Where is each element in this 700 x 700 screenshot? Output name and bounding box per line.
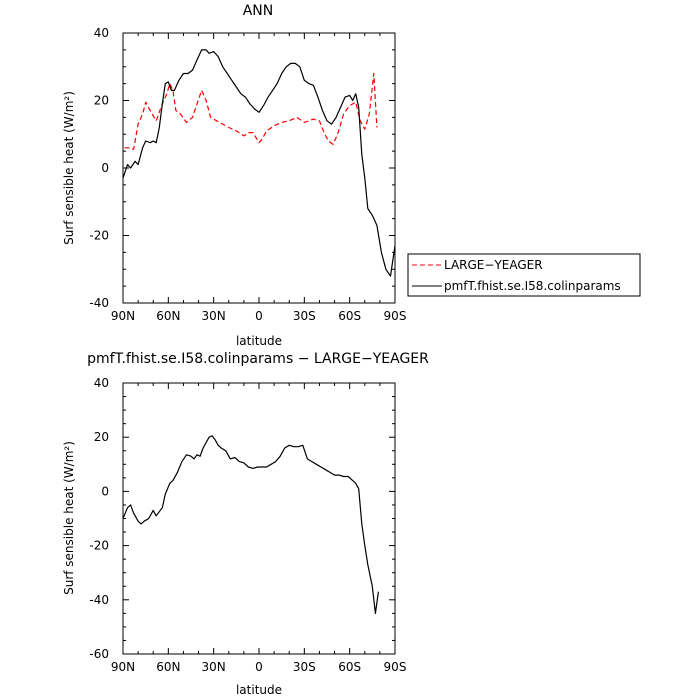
bottom-x-tick-label: 30N xyxy=(202,660,226,674)
bottom-y-tick-label: -20 xyxy=(89,539,109,553)
bottom-x-tick-label: 30S xyxy=(293,660,316,674)
bottom-axis-ticks: 90N 60N 30N 0 30S 60S 90S -60 -40 -20 0 20 40 xyxy=(89,376,406,674)
bottom-y-tick-label: 0 xyxy=(101,484,109,498)
panel-bottom: pmfT.fhist.se.I58.colinparams − LARGE−YE… xyxy=(62,351,429,697)
bottom-chart-title: pmfT.fhist.se.I58.colinparams − LARGE−YE… xyxy=(87,351,429,367)
top-x-tick-label: 30N xyxy=(202,309,226,323)
top-x-tick-label: 90S xyxy=(384,309,407,323)
bottom-x-tick-label: 0 xyxy=(255,660,263,674)
top-y-tick-label: -20 xyxy=(89,229,109,243)
bottom-y-tick-label: 20 xyxy=(94,430,109,444)
bottom-x-tick-label: 90S xyxy=(384,660,407,674)
top-x-tick-label: 60N xyxy=(156,309,180,323)
top-y-tick-label: 0 xyxy=(101,161,109,175)
top-ylabel: Surf sensible heat (W/m²) xyxy=(62,91,76,245)
top-xlabel: latitude xyxy=(236,334,282,348)
top-axis-ticks: 90N 60N 30N 0 30S 60S 90S -40 -20 0 20 40 xyxy=(89,26,406,323)
bottom-y-tick-label: -40 xyxy=(89,593,109,607)
bottom-series-line-0 xyxy=(122,435,379,615)
top-plot-frame xyxy=(122,32,396,304)
bottom-x-tick-label: 60S xyxy=(338,660,361,674)
bottom-x-tick-label: 60N xyxy=(156,660,180,674)
top-series-line-0 xyxy=(124,72,378,150)
legend-label-pmft: pmfT.fhist.se.I58.colinparams xyxy=(444,279,621,293)
legend-label-large-yeager: LARGE−YEAGER xyxy=(444,258,543,272)
bottom-y-tick-label: 40 xyxy=(94,376,109,390)
top-x-tick-label: 90N xyxy=(111,309,135,323)
panel-top: ANN 90N 60N 30N 0 30S 60S 90S -40 -20 0 20 40 latit… xyxy=(62,3,641,348)
bottom-xlabel: latitude xyxy=(236,683,282,697)
top-series-line-1 xyxy=(122,49,396,277)
top-x-tick-label: 0 xyxy=(255,309,263,323)
top-y-tick-label: 20 xyxy=(94,94,109,108)
top-x-tick-label: 60S xyxy=(338,309,361,323)
top-y-tick-label: 40 xyxy=(94,26,109,40)
top-chart-title: ANN xyxy=(243,3,274,19)
legend-box xyxy=(407,253,641,297)
bottom-plot-area xyxy=(122,435,379,615)
bottom-ylabel: Surf sensible heat (W/m²) xyxy=(62,441,76,595)
top-plot-area xyxy=(122,49,396,277)
top-x-tick-label: 30S xyxy=(293,309,316,323)
bottom-x-tick-label: 90N xyxy=(111,660,135,674)
legend: LARGE−YEAGER pmfT.fhist.se.I58.colinpara… xyxy=(407,253,641,297)
top-y-tick-label: -40 xyxy=(89,296,109,310)
bottom-plot-frame xyxy=(122,382,396,655)
bottom-y-tick-label: -60 xyxy=(89,647,109,661)
